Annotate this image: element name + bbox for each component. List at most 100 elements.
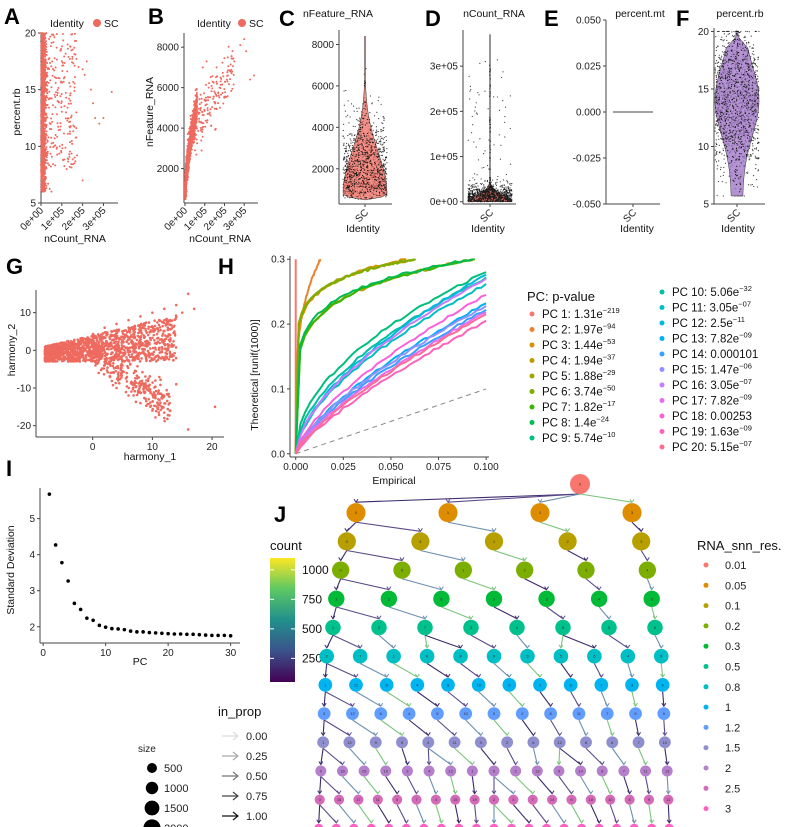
data-point: [42, 66, 45, 69]
data-point: [71, 55, 74, 58]
data-point: [127, 386, 131, 390]
data-point: [204, 125, 207, 128]
data-point: [174, 315, 178, 319]
data-point: [51, 60, 54, 63]
data-point: [68, 57, 71, 60]
data-point: [158, 348, 161, 351]
data-point: [150, 353, 154, 356]
data-point: [45, 134, 48, 137]
data-point: [49, 122, 52, 125]
data-point: [165, 318, 169, 321]
data-point: [191, 124, 194, 127]
data-point: [205, 60, 208, 63]
data-point: [128, 346, 132, 350]
data-point: [155, 332, 159, 336]
data-point: [184, 191, 187, 194]
data-point: [61, 143, 64, 146]
data-point: [132, 371, 136, 375]
data-point: [42, 122, 45, 125]
data-point: [59, 122, 62, 125]
data-point: [53, 69, 56, 72]
data-point: [185, 159, 188, 162]
data-point: [55, 33, 58, 36]
data-point: [46, 80, 49, 83]
data-point: [133, 325, 136, 329]
data-point: [188, 153, 191, 156]
data-point: [76, 338, 79, 341]
data-point: [136, 364, 139, 368]
data-point: [41, 152, 44, 155]
data-point: [40, 151, 43, 154]
data-point: [221, 61, 224, 64]
data-point: [193, 104, 196, 107]
panel-label-h: H: [218, 254, 234, 279]
data-point: [153, 356, 157, 359]
data-point: [106, 370, 110, 374]
data-point: [187, 132, 190, 135]
data-point: [137, 323, 141, 327]
data-point: [223, 96, 226, 99]
data-point: [68, 132, 71, 135]
data-point: [70, 152, 73, 155]
data-point: [42, 49, 45, 52]
data-point: [68, 155, 71, 158]
data-point: [44, 187, 47, 190]
data-point: [226, 74, 229, 77]
panel-a-xlabel: nCount_RNA: [44, 233, 106, 245]
data-point: [44, 166, 47, 169]
data-point: [156, 401, 159, 405]
data-point: [134, 400, 138, 404]
data-point: [204, 96, 207, 99]
data-point: [107, 360, 111, 363]
panel-a-legend-title: Identity: [50, 18, 85, 30]
data-point: [42, 150, 45, 153]
data-point: [41, 84, 44, 87]
data-point: [70, 139, 73, 142]
data-point: [81, 350, 85, 354]
data-point: [112, 366, 116, 370]
data-point: [194, 113, 197, 116]
data-point: [120, 340, 124, 344]
data-point: [108, 337, 112, 341]
data-point: [45, 156, 48, 159]
data-point: [71, 158, 74, 161]
data-point: [40, 156, 43, 159]
data-point: [70, 116, 73, 119]
data-point: [43, 139, 46, 142]
data-point: [227, 45, 230, 48]
data-point: [110, 90, 113, 93]
data-point: [41, 117, 44, 120]
data-point: [131, 387, 135, 391]
data-point: [203, 110, 206, 113]
data-point: [149, 358, 153, 362]
data-point: [49, 152, 52, 155]
data-point: [111, 338, 114, 342]
data-point: [49, 146, 52, 149]
data-point: [159, 383, 162, 387]
data-point: [165, 399, 169, 403]
panel-b-points: [184, 38, 256, 200]
data-point: [63, 165, 66, 168]
data-point: [163, 318, 166, 322]
panel-b-legend-dot: [238, 19, 246, 27]
data-point: [168, 355, 172, 359]
data-point: [55, 113, 58, 116]
data-point: [71, 33, 74, 36]
data-point: [43, 143, 46, 146]
data-point: [64, 117, 67, 120]
data-point: [91, 342, 95, 346]
data-point: [113, 344, 117, 348]
data-point: [189, 154, 192, 157]
data-point: [40, 141, 43, 144]
data-point: [69, 102, 72, 105]
data-point: [138, 351, 141, 355]
data-point: [47, 182, 50, 185]
data-point: [62, 64, 65, 67]
data-point: [195, 105, 198, 108]
data-point: [72, 130, 75, 133]
data-point: [41, 53, 44, 56]
data-point: [73, 32, 76, 35]
data-point: [156, 321, 159, 324]
data-point: [41, 74, 44, 77]
data-point: [201, 113, 204, 116]
